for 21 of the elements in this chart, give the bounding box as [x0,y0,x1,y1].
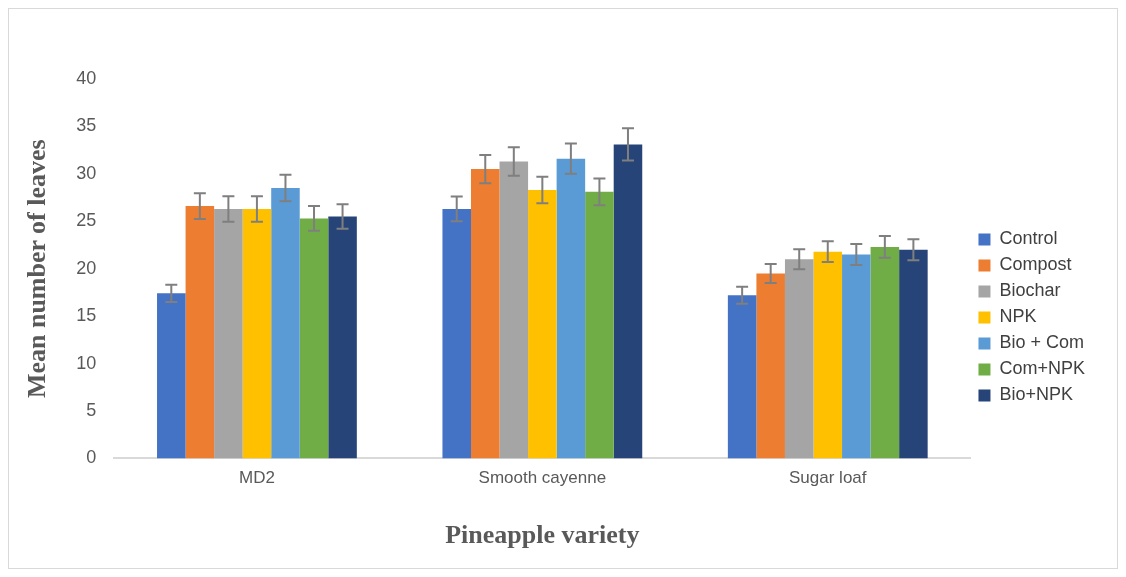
y-tick-label: 20 [76,257,97,278]
legend-label: Com+NPK [999,358,1085,379]
y-tick-label: 5 [86,399,97,420]
y-tick-label: 35 [76,115,97,136]
legend-label: Control [999,228,1058,249]
y-tick-label: 10 [76,352,97,373]
x-tick-label: Smooth cayenne [478,468,607,488]
x-axis-title: Pineapple variety [445,520,640,550]
x-tick-label: MD2 [238,468,275,488]
y-tick-label: 30 [76,162,97,183]
legend-label: Compost [999,254,1072,275]
legend-label: NPK [999,306,1037,327]
x-tick-label: Sugar loaf [789,468,867,488]
y-tick-label: 40 [76,67,97,88]
legend-label: Biochar [999,280,1061,301]
y-tick-label: 15 [76,305,97,326]
legend-label: Bio + Com [999,332,1085,353]
legend-label: Bio+NPK [999,384,1074,405]
y-axis-title: Mean number of leaves [22,139,52,399]
y-tick-label: 0 [86,447,97,468]
y-tick-label: 25 [76,210,97,231]
